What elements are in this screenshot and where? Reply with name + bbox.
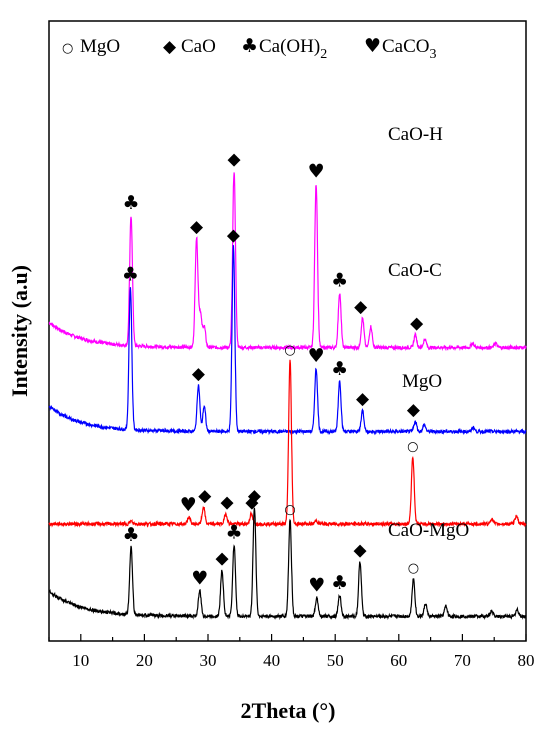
marker-caco3: ♥ — [308, 575, 325, 597]
marker-cao: ◆ — [353, 540, 367, 560]
x-tick-label: 40 — [263, 651, 280, 670]
series-line-mgo — [48, 359, 527, 528]
x-tick-label: 70 — [454, 651, 471, 670]
series-label-cao-h: CaO-H — [388, 124, 443, 145]
marker-mgo: ○ — [284, 502, 295, 517]
series-line-cao-h — [48, 172, 527, 352]
marker-mgo: ○ — [408, 561, 419, 576]
series-label-cao-mgo: CaO-MgO — [388, 520, 469, 541]
legend-label-cao: CaO — [181, 36, 216, 57]
marker-caoh2: ♣ — [123, 524, 140, 546]
plot-frame — [48, 20, 527, 642]
marker-cao: ◆ — [227, 225, 241, 245]
legend-label-caoh2: Ca(OH)2 — [259, 36, 327, 62]
series-label-cao-c: CaO-C — [388, 260, 442, 281]
legend-symbol-caco3: ♥ — [364, 35, 381, 57]
marker-cao: ◆ — [198, 486, 212, 506]
x-axis-title: 2Theta (°) — [241, 698, 336, 723]
marker-caco3: ♥ — [308, 345, 325, 367]
marker-cao: ◆ — [248, 486, 262, 506]
legend-symbol-caoh2: ♣ — [241, 35, 258, 57]
x-axis: 10 20 30 40 50 60 70 80 — [48, 634, 535, 670]
marker-caoh2: ♣ — [331, 270, 348, 292]
series-layer: CaO-H CaO-C MgO CaO-MgO — [48, 124, 527, 621]
legend-label-mgo: MgO — [80, 36, 120, 57]
marker-cao: ◆ — [245, 493, 259, 513]
marker-caoh2: ♣ — [226, 522, 243, 544]
y-axis-title: Intensity (a.u) — [7, 265, 32, 397]
x-tick-label: 30 — [200, 651, 217, 670]
marker-layer: ♣◆◆♥♣◆◆♣◆◆♥♣◆◆♥ ◆ ◆ ◆○○♣♥◆♣◆○♥ ♣◆○ — [122, 150, 424, 597]
legend-symbol-mgo: ○ — [62, 41, 73, 56]
marker-caoh2: ♣ — [122, 263, 139, 285]
x-tick-label: 50 — [327, 651, 344, 670]
legend-label-caco3: CaCO3 — [382, 36, 437, 62]
series-line-cao-c — [48, 245, 527, 436]
series-label-mgo: MgO — [402, 371, 442, 392]
marker-mgo: ○ — [407, 439, 418, 454]
marker-caco3: ♥ — [191, 568, 208, 590]
marker-caoh2: ♣ — [331, 572, 348, 594]
marker-caco3: ♥ — [180, 494, 197, 516]
x-tick-label: 60 — [390, 651, 407, 670]
marker-caco3: ♥ — [308, 160, 325, 182]
x-tick-label: 80 — [518, 651, 535, 670]
marker-cao: ◆ — [354, 297, 368, 317]
marker-cao: ◆ — [228, 150, 242, 170]
x-tick-label: 20 — [136, 651, 153, 670]
marker-cao: ◆ — [356, 389, 370, 409]
legend: ○ MgO ◆ CaO ♣ Ca(OH)2 ♥ CaCO3 — [62, 35, 437, 62]
marker-caoh2: ♣ — [331, 358, 348, 380]
x-tick-label: 10 — [72, 651, 89, 670]
legend-symbol-cao: ◆ — [163, 37, 177, 57]
marker-cao: ◆ — [192, 364, 206, 384]
marker-cao: ◆ — [407, 400, 421, 420]
marker-cao: ◆ — [190, 217, 204, 237]
marker-mgo: ○ — [284, 343, 295, 358]
marker-cao: ◆ — [221, 493, 235, 513]
marker-cao: ◆ — [215, 549, 229, 569]
marker-caoh2: ♣ — [123, 192, 140, 214]
series-line-cao-mgo — [48, 507, 527, 621]
marker-cao: ◆ — [410, 314, 424, 334]
